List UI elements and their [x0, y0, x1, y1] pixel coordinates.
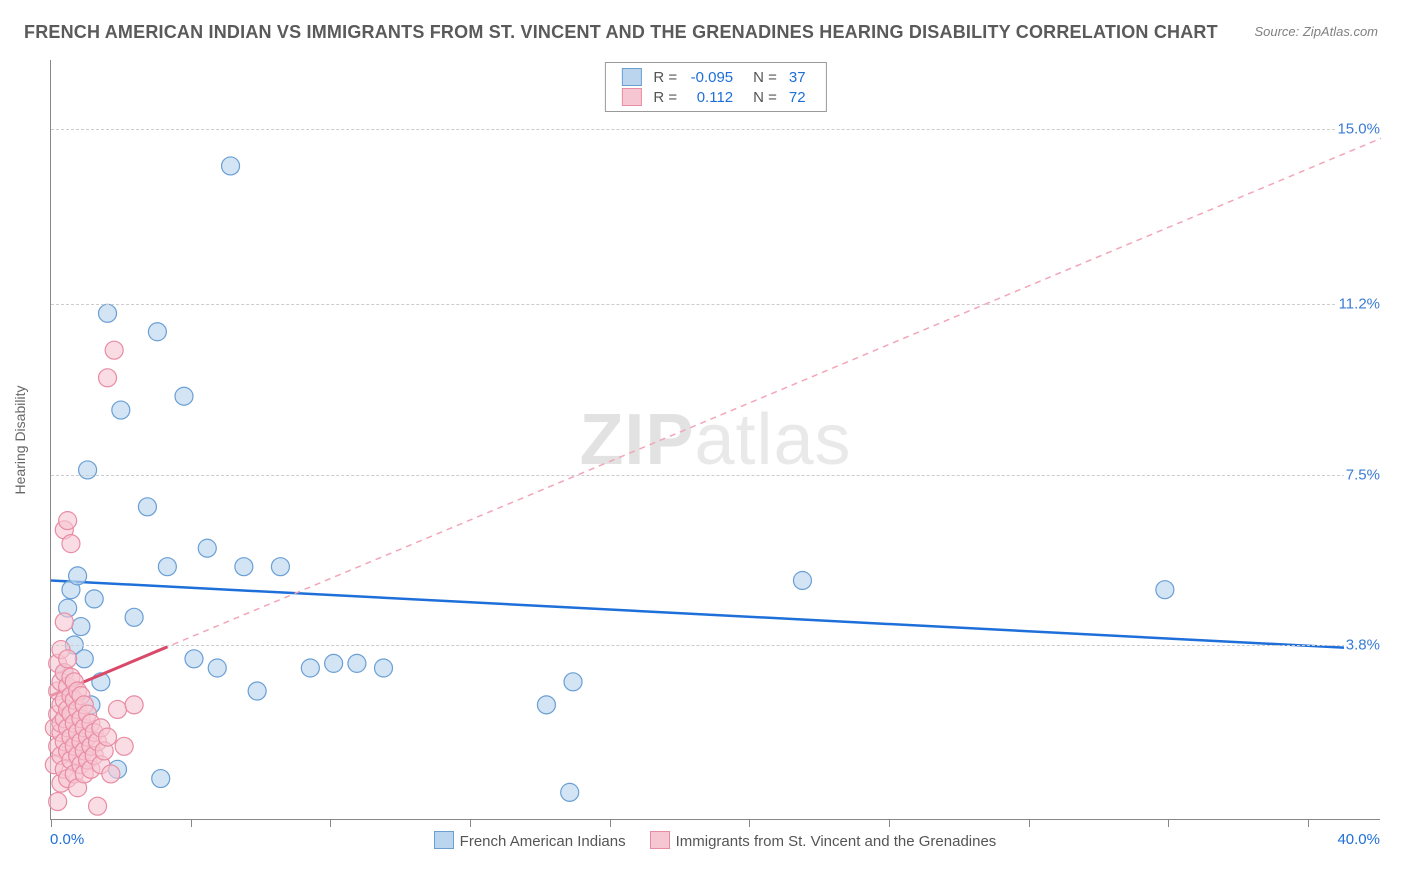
- data-point-blue: [138, 498, 156, 516]
- data-point-pink: [59, 650, 77, 668]
- trend-line-pink: [51, 138, 1381, 695]
- y-tick-label: 15.0%: [1335, 121, 1382, 138]
- y-tick-label: 11.2%: [1337, 296, 1382, 313]
- chart-title: FRENCH AMERICAN INDIAN VS IMMIGRANTS FRO…: [24, 22, 1218, 43]
- y-axis-label: Hearing Disability: [12, 386, 28, 495]
- data-point-pink: [115, 737, 133, 755]
- grid-line: [51, 129, 1380, 130]
- plot-area: ZIPatlas R =-0.095N =37R =0.112N =72 3.8…: [50, 60, 1380, 820]
- data-point-blue: [72, 618, 90, 636]
- data-point-pink: [109, 700, 127, 718]
- data-point-blue: [301, 659, 319, 677]
- y-tick-label: 7.5%: [1344, 466, 1382, 483]
- x-tick: [1308, 819, 1309, 827]
- data-point-blue: [175, 387, 193, 405]
- data-point-blue: [1156, 581, 1174, 599]
- data-point-blue: [79, 461, 97, 479]
- source-credit: Source: ZipAtlas.com: [1254, 24, 1378, 39]
- data-point-blue: [112, 401, 130, 419]
- legend-correlation: R =-0.095N =37R =0.112N =72: [604, 62, 826, 112]
- data-point-pink: [99, 369, 117, 387]
- x-tick: [1168, 819, 1169, 827]
- x-tick: [889, 819, 890, 827]
- legend-row-blue: R =-0.095N =37: [615, 67, 811, 87]
- data-point-blue: [125, 608, 143, 626]
- grid-line: [51, 304, 1380, 305]
- chart-svg: [51, 60, 1380, 819]
- legend-series: French American Indians Immigrants from S…: [50, 831, 1380, 850]
- data-point-blue: [248, 682, 266, 700]
- data-point-blue: [564, 673, 582, 691]
- data-point-blue: [375, 659, 393, 677]
- swatch-blue-bottom: [434, 831, 454, 849]
- x-tick: [330, 819, 331, 827]
- trend-line-blue: [51, 580, 1381, 649]
- data-point-pink: [55, 613, 73, 631]
- legend-item-blue: French American Indians: [434, 831, 626, 850]
- data-point-pink: [89, 797, 107, 815]
- data-point-blue: [185, 650, 203, 668]
- data-point-blue: [793, 571, 811, 589]
- data-point-pink: [99, 728, 117, 746]
- data-point-blue: [99, 304, 117, 322]
- x-tick: [191, 819, 192, 827]
- data-point-blue: [271, 558, 289, 576]
- grid-line: [51, 475, 1380, 476]
- legend-label-pink: Immigrants from St. Vincent and the Gren…: [676, 833, 997, 850]
- swatch-blue: [621, 68, 641, 86]
- swatch-pink-bottom: [650, 831, 670, 849]
- data-point-blue: [208, 659, 226, 677]
- data-point-blue: [158, 558, 176, 576]
- data-point-blue: [561, 783, 579, 801]
- data-point-pink: [59, 512, 77, 530]
- data-point-blue: [537, 696, 555, 714]
- x-tick: [470, 819, 471, 827]
- data-point-pink: [62, 535, 80, 553]
- data-point-pink: [105, 341, 123, 359]
- data-point-blue: [348, 654, 366, 672]
- data-point-blue: [69, 567, 87, 585]
- data-point-blue: [235, 558, 253, 576]
- y-tick-label: 3.8%: [1344, 636, 1382, 653]
- legend-row-pink: R =0.112N =72: [615, 87, 811, 107]
- swatch-pink: [621, 88, 641, 106]
- legend-label-blue: French American Indians: [460, 833, 626, 850]
- data-point-blue: [85, 590, 103, 608]
- data-point-blue: [222, 157, 240, 175]
- data-point-blue: [152, 770, 170, 788]
- data-point-blue: [325, 654, 343, 672]
- data-point-blue: [198, 539, 216, 557]
- x-tick: [1029, 819, 1030, 827]
- legend-item-pink: Immigrants from St. Vincent and the Gren…: [650, 831, 997, 850]
- grid-line: [51, 645, 1380, 646]
- data-point-blue: [148, 323, 166, 341]
- plot-container: Hearing Disability ZIPatlas R =-0.095N =…: [50, 60, 1380, 820]
- data-point-pink: [125, 696, 143, 714]
- x-tick: [749, 819, 750, 827]
- data-point-pink: [49, 793, 67, 811]
- legend-table: R =-0.095N =37R =0.112N =72: [615, 67, 811, 107]
- data-point-blue: [75, 650, 93, 668]
- data-point-pink: [102, 765, 120, 783]
- x-tick: [610, 819, 611, 827]
- x-tick: [51, 819, 52, 827]
